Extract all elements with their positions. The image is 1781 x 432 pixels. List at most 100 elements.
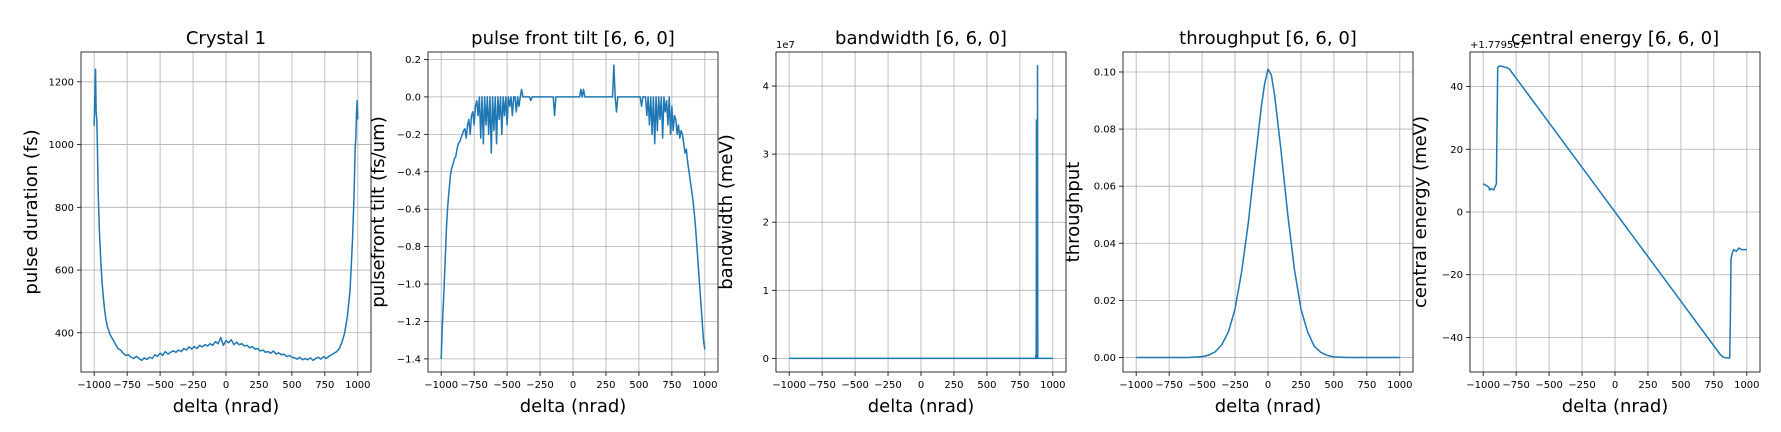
y-tick-label: −40: [1442, 333, 1463, 344]
chart-title: central energy [6, 6, 0]: [1511, 28, 1719, 49]
axis-offset-label: +1.7795e7: [1470, 40, 1526, 51]
y-tick-label: 0.10: [1094, 67, 1116, 78]
panel-crystal-1: −1000 −750 −500 −250 0 250 500 750 1000 400 600 800…: [21, 28, 372, 417]
series-line: [789, 64, 1053, 360]
y-tick-label: 0.00: [1094, 353, 1116, 364]
x-tick-label: −500: [1188, 380, 1215, 391]
panel-pulse-front-tilt: −1000 −750 −500 −250 0 250 500 750 1000 −1.4 −1.2 −…: [368, 28, 719, 417]
y-tick-label: 0.0: [405, 92, 421, 103]
y-tick-label: 0.02: [1094, 296, 1116, 307]
x-tick-label: −500: [1535, 380, 1562, 391]
y-axis-label: pulsefront tilt (fs/um): [368, 116, 389, 307]
y-tick-label: 0: [1457, 208, 1463, 219]
y-tick-label: −0.8: [397, 242, 421, 253]
x-axis-label: delta (nrad): [173, 396, 280, 417]
x-axis-label: delta (nrad): [1562, 396, 1669, 417]
x-axis-label: delta (nrad): [868, 396, 975, 417]
y-tick-label: 2: [763, 218, 769, 229]
x-tick-label: 1000: [1734, 380, 1759, 391]
x-tick-label: 250: [249, 380, 268, 391]
x-tick-label: 0: [223, 380, 229, 391]
x-tick-label: 1000: [345, 380, 370, 391]
x-tick-label: 750: [315, 380, 334, 391]
y-tick-label: 1200: [49, 77, 74, 88]
x-tick-label: 0: [1265, 380, 1271, 391]
series-line: [93, 68, 359, 362]
x-tick-label: 1000: [692, 380, 717, 391]
y-tick-label: −0.2: [397, 130, 421, 141]
x-tick-label: −250: [1221, 380, 1248, 391]
x-tick-label: 250: [596, 380, 615, 391]
y-tick-label: 0.06: [1094, 182, 1116, 193]
chart-title: Crystal 1: [186, 28, 266, 49]
x-axis-label: delta (nrad): [520, 396, 627, 417]
x-tick-label: 500: [1324, 380, 1343, 391]
x-tick-label: −750: [1155, 380, 1182, 391]
y-tick-label: −1.4: [397, 354, 421, 365]
y-tick-label: −20: [1442, 270, 1463, 281]
x-tick-label: 500: [1671, 380, 1690, 391]
y-tick-label: 3: [763, 150, 769, 161]
x-tick-label: 0: [570, 380, 576, 391]
series-line: [1136, 68, 1400, 359]
x-tick-label: −1000: [772, 380, 806, 391]
y-tick-label: 1: [763, 286, 769, 297]
x-tick-label: 750: [1010, 380, 1029, 391]
x-tick-label: −250: [1568, 380, 1595, 391]
x-tick-label: 500: [629, 380, 648, 391]
y-tick-label: 800: [55, 203, 74, 214]
y-tick-label: 40: [1450, 82, 1463, 93]
y-tick-label: 600: [55, 266, 74, 277]
x-tick-label: 750: [662, 380, 681, 391]
x-tick-label: −1000: [424, 380, 458, 391]
series-line: [1482, 65, 1747, 359]
x-tick-label: −1000: [1119, 380, 1153, 391]
y-tick-label: −0.6: [397, 205, 421, 216]
y-axis-label: throughput: [1063, 162, 1084, 263]
panel-bandwidth: −1000 −750 −500 −250 0 250 500 750 1000 0 1 2 3 4 band…: [716, 28, 1067, 417]
y-axis-label: central energy (meV): [1410, 116, 1431, 308]
panel-throughput: −1000 −750 −500 −250 0 250 500 750 1000 0.00 0.02 0…: [1063, 28, 1414, 417]
x-tick-label: −500: [841, 380, 868, 391]
x-tick-label: −750: [808, 380, 835, 391]
y-tick-label: 0.08: [1094, 125, 1116, 136]
x-tick-label: 250: [1638, 380, 1657, 391]
chart-title: bandwidth [6, 6, 0]: [835, 28, 1007, 49]
x-tick-label: 0: [1612, 380, 1618, 391]
x-tick-label: −750: [113, 380, 140, 391]
x-tick-label: 250: [944, 380, 963, 391]
x-axis-label: delta (nrad): [1215, 396, 1322, 417]
x-tick-label: −250: [874, 380, 901, 391]
x-tick-label: 1000: [1040, 380, 1065, 391]
x-tick-label: −1000: [77, 380, 111, 391]
x-tick-label: 500: [977, 380, 996, 391]
y-tick-label: 20: [1450, 145, 1463, 156]
y-axis-label: pulse duration (fs): [21, 129, 42, 294]
axis-offset-label: 1e7: [776, 40, 795, 51]
y-tick-label: −1.0: [397, 280, 421, 291]
y-tick-label: 400: [55, 328, 74, 339]
y-tick-label: 0: [763, 354, 769, 365]
x-tick-label: −500: [146, 380, 173, 391]
series-line: [440, 64, 706, 359]
x-tick-label: −750: [460, 380, 487, 391]
y-tick-label: 0.04: [1094, 239, 1116, 250]
x-tick-label: 0: [918, 380, 924, 391]
y-tick-label: 4: [763, 82, 769, 93]
x-tick-label: −750: [1502, 380, 1529, 391]
x-tick-label: 750: [1704, 380, 1723, 391]
x-tick-label: −500: [493, 380, 520, 391]
x-tick-label: 1000: [1387, 380, 1412, 391]
x-tick-label: 500: [282, 380, 301, 391]
chart-title: pulse front tilt [6, 6, 0]: [471, 28, 675, 49]
y-axis-label: bandwidth (meV): [716, 134, 737, 290]
y-tick-label: −0.4: [397, 167, 421, 178]
x-tick-label: 750: [1357, 380, 1376, 391]
y-tick-label: 1000: [49, 140, 74, 151]
x-tick-label: −250: [526, 380, 553, 391]
panel-central-energy: −1000 −750 −500 −250 0 250 500 750 1000 −40 −20 0 20…: [1410, 28, 1761, 417]
y-tick-label: 0.2: [405, 55, 421, 66]
x-tick-label: −250: [179, 380, 206, 391]
x-tick-label: −1000: [1466, 380, 1500, 391]
